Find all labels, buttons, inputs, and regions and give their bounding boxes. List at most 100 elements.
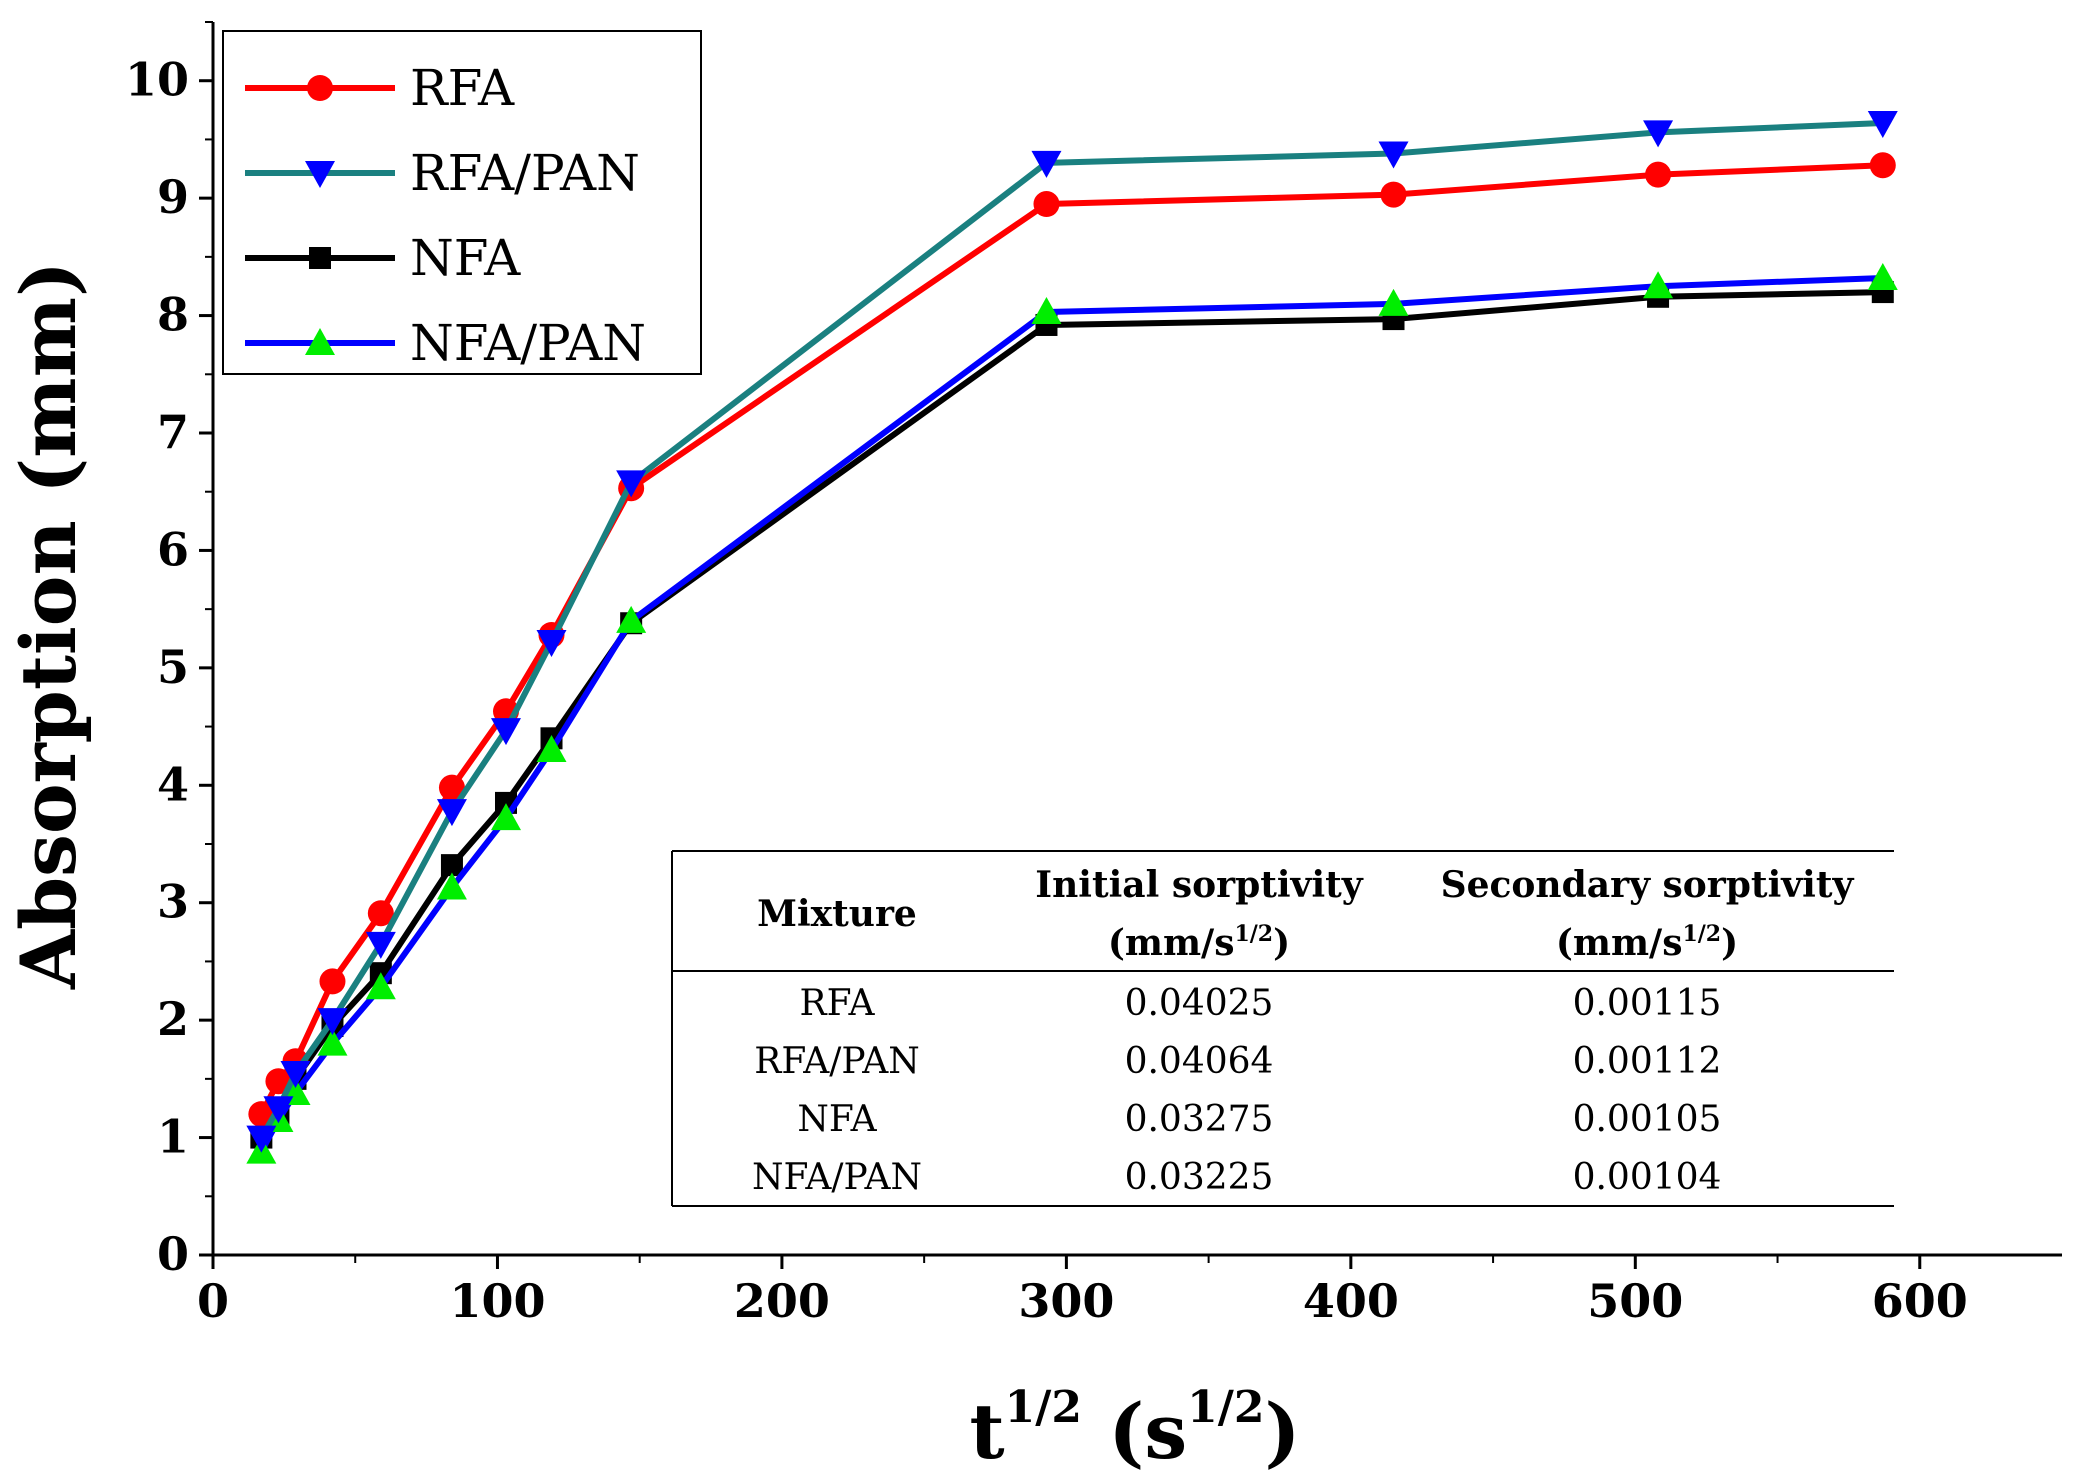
- table-cell-nfa-pan-0: NFA/PAN: [752, 1157, 922, 1198]
- y-tick-label-6: 6: [157, 522, 189, 576]
- point-nfa-pan-6: [490, 803, 521, 831]
- point-nfa-pan-5: [436, 872, 467, 900]
- table-header-initial-line1: Initial sorptivity: [1035, 864, 1363, 906]
- point-rfa-pan-8: [616, 470, 647, 498]
- legend-label-rfa-pan: RFA/PAN: [410, 144, 640, 202]
- y-tick-label-3: 3: [157, 875, 189, 929]
- y-tick-label-9: 9: [157, 170, 189, 224]
- point-rfa-pan-5: [436, 799, 467, 827]
- table-header-initial-line2: (mm/s1/2): [1108, 921, 1290, 964]
- x-axis-title-base: t: [970, 1387, 1005, 1476]
- x-axis-title-sup2: 1/2: [1187, 1382, 1264, 1433]
- point-rfa-3: [319, 968, 346, 995]
- legend-item-rfa-pan: RFA/PAN: [245, 144, 640, 202]
- legend-marker-nfa: [309, 247, 331, 269]
- legend-label-nfa: NFA: [410, 229, 521, 287]
- legend-marker-rfa: [307, 75, 333, 101]
- point-nfa-pan-12: [1867, 262, 1898, 290]
- table-header-secondary-unit: (mm/s: [1556, 922, 1683, 964]
- table-row-rfa: RFA 0.04025 0.00115: [800, 983, 1722, 1024]
- table-row-nfa: NFA 0.03275 0.00105: [797, 1099, 1721, 1140]
- series-nfa-pan: [246, 262, 1898, 1164]
- table-header-initial-unit: (mm/s: [1108, 922, 1235, 964]
- table-row-rfa-pan: RFA/PAN 0.04064 0.00112: [754, 1041, 1721, 1082]
- legend-marker-nfa-pan: [305, 328, 335, 355]
- x-tick-label-500: 500: [1587, 1274, 1683, 1328]
- table-row-nfa-pan: NFA/PAN 0.03225 0.00104: [752, 1157, 1721, 1198]
- legend-items: RFA RFA/PAN NFA NFA/PAN: [245, 59, 646, 372]
- point-nfa-pan-4: [365, 972, 396, 1000]
- table-cell-rfa-pan-1: 0.04064: [1125, 1041, 1274, 1082]
- y-ticks: 0 1 2 3 4 5 6 7 8 9 10: [125, 21, 213, 1281]
- point-rfa-pan-3: [317, 1008, 348, 1036]
- x-ticks: 0 100 200 300 400 500 600: [197, 1255, 1968, 1328]
- table-cell-nfa-pan-2: 0.00104: [1573, 1157, 1722, 1198]
- table-cell-rfa-pan-0: RFA/PAN: [754, 1041, 920, 1082]
- sorptivity-table: Mixture Initial sorptivity (mm/s1/2) Sec…: [671, 850, 1894, 1207]
- point-rfa-10: [1380, 181, 1407, 208]
- table-cell-rfa-2: 0.00115: [1573, 983, 1722, 1024]
- point-rfa-9: [1033, 191, 1060, 218]
- table-body: RFA 0.04025 0.00115 RFA/PAN 0.04064 0.00112 NF…: [752, 983, 1721, 1198]
- point-rfa-pan-0: [246, 1125, 277, 1153]
- x-tick-label-300: 300: [1018, 1274, 1114, 1328]
- point-rfa-pan-11: [1643, 120, 1674, 148]
- legend-item-nfa-pan: NFA/PAN: [245, 314, 646, 372]
- point-nfa-pan-10: [1378, 288, 1409, 316]
- series-rfa-pan: [246, 110, 1898, 1153]
- point-rfa-12: [1869, 152, 1896, 179]
- x-axis-title-sup1: 1/2: [1005, 1382, 1082, 1433]
- point-rfa-pan-10: [1378, 141, 1409, 169]
- point-rfa-pan-2: [280, 1060, 311, 1088]
- point-nfa-pan-8: [616, 605, 647, 633]
- y-tick-label-1: 1: [157, 1110, 189, 1164]
- table-cell-rfa-pan-2: 0.00112: [1573, 1041, 1722, 1082]
- x-tick-label-600: 600: [1872, 1274, 1968, 1328]
- y-tick-label-5: 5: [157, 640, 189, 694]
- series-layer: [246, 110, 1898, 1164]
- table-cell-rfa-1: 0.04025: [1125, 983, 1274, 1024]
- point-rfa-pan-9: [1031, 150, 1062, 178]
- table-cell-rfa-0: RFA: [800, 983, 876, 1024]
- table-header-mixture: Mixture: [757, 893, 917, 935]
- point-rfa-pan-6: [490, 718, 521, 746]
- point-nfa-pan-11: [1643, 271, 1674, 299]
- y-axis-title: Absorption (mm): [4, 261, 93, 990]
- table-cell-nfa-2: 0.00105: [1573, 1099, 1722, 1140]
- point-rfa-1: [265, 1068, 292, 1095]
- table-header-secondary-line2: (mm/s1/2): [1556, 921, 1738, 964]
- y-tick-label-8: 8: [157, 288, 189, 342]
- x-tick-label-400: 400: [1303, 1274, 1399, 1328]
- table-header-secondary-unit-end: ): [1721, 922, 1738, 964]
- table-header-initial-unit-end: ): [1273, 922, 1290, 964]
- x-tick-label-100: 100: [449, 1274, 545, 1328]
- x-axis-title: t1/2 (s1/2): [970, 1382, 1301, 1476]
- point-nfa-pan-9: [1031, 297, 1062, 325]
- table-header-secondary-unit-sup: 1/2: [1682, 921, 1721, 947]
- x-axis-title-end: ): [1264, 1387, 1300, 1476]
- point-rfa-pan-7: [536, 630, 567, 658]
- x-tick-label-0: 0: [197, 1274, 229, 1328]
- point-nfa-pan-7: [536, 735, 567, 763]
- y-tick-label-7: 7: [157, 405, 189, 459]
- point-rfa-11: [1645, 161, 1672, 188]
- y-tick-label-2: 2: [157, 992, 189, 1046]
- table-cell-nfa-1: 0.03275: [1125, 1099, 1274, 1140]
- point-rfa-5: [438, 774, 465, 801]
- table-header-secondary-line1: Secondary sorptivity: [1441, 864, 1855, 906]
- legend-item-nfa: NFA: [245, 229, 521, 287]
- legend-marker-rfa-pan: [305, 161, 335, 188]
- point-rfa-pan-1: [263, 1096, 294, 1124]
- x-tick-label-200: 200: [734, 1274, 830, 1328]
- table-header-initial-unit-sup: 1/2: [1234, 921, 1273, 947]
- table-cell-nfa-pan-1: 0.03225: [1125, 1157, 1274, 1198]
- point-rfa-4: [367, 900, 394, 927]
- axes: [211, 22, 2062, 1257]
- point-rfa-pan-12: [1867, 110, 1898, 138]
- x-axis-title-mid: (s: [1082, 1387, 1187, 1476]
- y-tick-label-10: 10: [125, 53, 189, 107]
- legend-item-rfa: RFA: [245, 59, 515, 117]
- y-tick-label-0: 0: [157, 1227, 189, 1281]
- table-cell-nfa-0: NFA: [797, 1099, 877, 1140]
